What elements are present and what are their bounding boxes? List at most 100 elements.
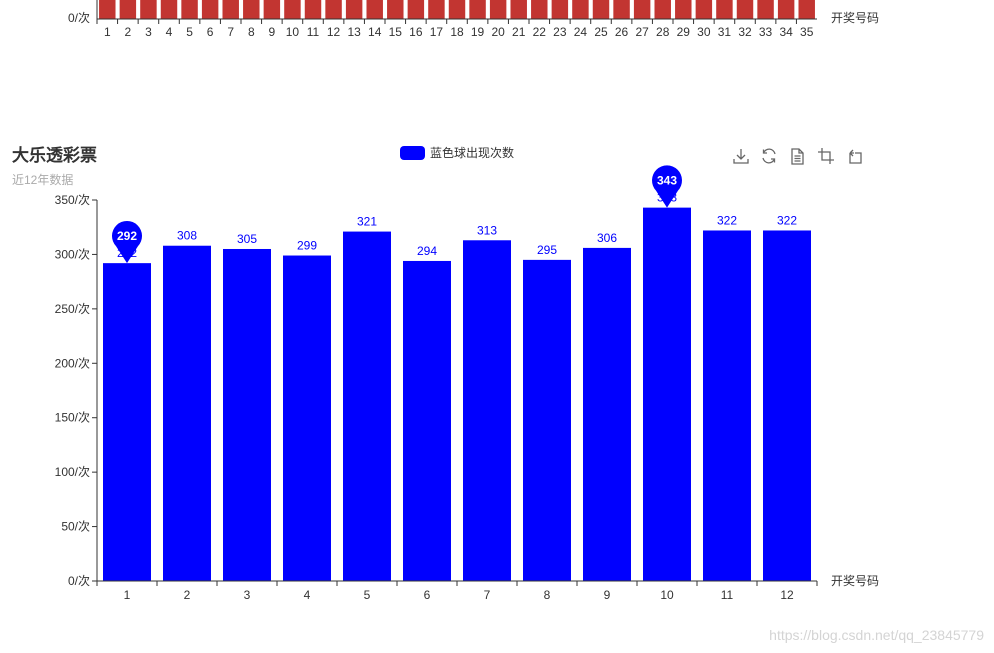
top-x-tick-label: 4: [166, 25, 173, 39]
top-bar[interactable]: [201, 0, 219, 19]
top-bar[interactable]: [366, 0, 383, 19]
bar-value-label: 305: [237, 232, 257, 246]
top-bar[interactable]: [284, 0, 301, 19]
bar[interactable]: [223, 248, 271, 582]
top-bar[interactable]: [160, 0, 178, 19]
top-bar[interactable]: [633, 0, 651, 19]
top-bar[interactable]: [243, 0, 260, 19]
top-bar[interactable]: [736, 0, 754, 19]
top-x-tick-label: 21: [512, 25, 526, 39]
bar[interactable]: [643, 207, 691, 581]
data-view-icon[interactable]: [788, 146, 808, 166]
top-x-axis-name: 开奖号码: [831, 11, 879, 25]
top-bar[interactable]: [263, 0, 281, 19]
top-x-tick-label: 35: [800, 25, 814, 39]
top-bar[interactable]: [181, 0, 198, 19]
top-bar[interactable]: [119, 0, 137, 19]
top-bar[interactable]: [325, 0, 342, 19]
top-bar[interactable]: [654, 0, 671, 19]
top-bar[interactable]: [428, 0, 445, 19]
x-tick-label: 7: [484, 588, 491, 602]
top-bar[interactable]: [345, 0, 363, 19]
top-x-tick-label: 26: [615, 25, 629, 39]
top-bar[interactable]: [407, 0, 425, 19]
top-bar[interactable]: [572, 0, 589, 19]
bar[interactable]: [103, 263, 151, 581]
top-bar[interactable]: [489, 0, 507, 19]
toolbox: [731, 146, 864, 166]
bar[interactable]: [523, 259, 571, 581]
mark-point-value: 343: [657, 174, 677, 188]
top-bar[interactable]: [469, 0, 486, 19]
top-bar[interactable]: [99, 0, 116, 19]
top-x-tick-label: 10: [286, 25, 300, 39]
top-bar[interactable]: [777, 0, 795, 19]
top-bar[interactable]: [757, 0, 774, 19]
top-x-tick-label: 27: [635, 25, 649, 39]
bar-value-label: 322: [717, 213, 737, 227]
top-bar[interactable]: [675, 0, 692, 19]
x-tick-label: 12: [780, 588, 794, 602]
bar[interactable]: [283, 255, 331, 581]
legend-swatch: [400, 146, 425, 160]
top-x-tick-label: 28: [656, 25, 670, 39]
y-tick-label: 250/次: [55, 302, 90, 316]
value-labels: 292308305299321294313295306343322322: [117, 191, 797, 261]
watermark: https://blog.csdn.net/qq_23845779: [769, 627, 984, 643]
top-bar[interactable]: [140, 0, 157, 19]
mark-point-pin[interactable]: 343: [652, 165, 683, 208]
top-x-tick-label: 7: [227, 25, 234, 39]
bar[interactable]: [403, 260, 451, 581]
x-axis-name: 开奖号码: [831, 574, 879, 588]
top-bar[interactable]: [531, 0, 548, 19]
bar-value-label: 321: [357, 215, 377, 229]
y-tick-label: 150/次: [55, 411, 90, 425]
mark-point-pin[interactable]: 292: [112, 220, 142, 264]
bar[interactable]: [163, 245, 211, 581]
top-bar[interactable]: [716, 0, 733, 19]
x-tick-label: 2: [184, 588, 191, 602]
top-x-tick-label: 5: [186, 25, 193, 39]
bar[interactable]: [763, 230, 811, 582]
top-bar[interactable]: [613, 0, 630, 19]
top-bar[interactable]: [387, 0, 404, 19]
bar-value-label: 306: [597, 231, 617, 245]
y-axis: 0/次 50/次 100/次 150/次 200/次 250/次 300/次 350/次: [55, 193, 98, 588]
top-x-tick-label: 9: [269, 25, 276, 39]
mark-points: 292 343: [112, 165, 683, 264]
bar[interactable]: [703, 230, 751, 582]
bar[interactable]: [343, 231, 391, 581]
legend-item[interactable]: 蓝色球出现次数: [400, 145, 514, 160]
top-x-tick-label: 22: [533, 25, 547, 39]
x-tick-label: 10: [660, 588, 674, 602]
top-bar[interactable]: [222, 0, 239, 19]
top-bar[interactable]: [695, 0, 713, 19]
top-bar[interactable]: [798, 0, 815, 19]
x-tick-label: 6: [424, 588, 431, 602]
top-x-tick-label: 16: [409, 25, 423, 39]
x-axis: 1 2 3 4 5 6 7 8 9 10 11 12: [96, 580, 818, 602]
chart-title: 大乐透彩票: [12, 145, 97, 165]
top-bar[interactable]: [551, 0, 569, 19]
y-tick-label: 100/次: [55, 465, 90, 479]
top-bar[interactable]: [448, 0, 466, 19]
zoom-icon[interactable]: [816, 146, 836, 166]
top-bar[interactable]: [510, 0, 527, 19]
top-x-tick-label: 18: [450, 25, 464, 39]
top-x-tick-label: 17: [430, 25, 444, 39]
bar[interactable]: [583, 247, 631, 581]
top-x-tick-label: 8: [248, 25, 255, 39]
top-x-tick-label: 2: [125, 25, 132, 39]
download-icon[interactable]: [731, 146, 751, 166]
top-x-tick-label: 23: [553, 25, 567, 39]
top-bar[interactable]: [592, 0, 610, 19]
bar[interactable]: [463, 240, 511, 581]
top-y-tick-label: 0/次: [68, 11, 90, 25]
restore-icon[interactable]: [844, 146, 864, 166]
top-x-tick-label: 15: [389, 25, 403, 39]
top-bar[interactable]: [304, 0, 322, 19]
bar-series: [103, 207, 811, 582]
bar-value-label: 294: [417, 244, 437, 258]
top-x-tick-label: 24: [574, 25, 588, 39]
refresh-icon[interactable]: [759, 146, 779, 166]
